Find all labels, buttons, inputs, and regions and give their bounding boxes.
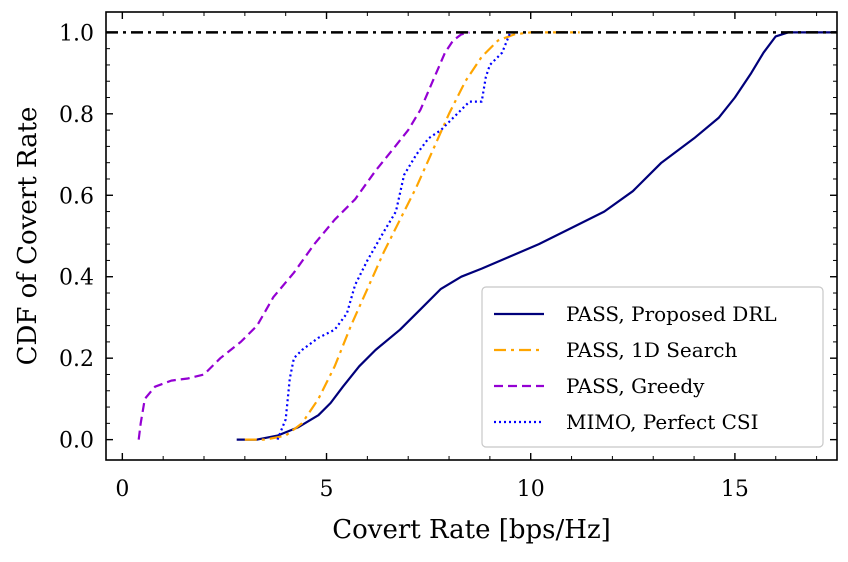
legend-label-3: MIMO, Perfect CSI [566, 410, 759, 434]
y-tick-label: 0.2 [59, 347, 94, 372]
legend-box [481, 286, 824, 448]
legend-label-2: PASS, Greedy [566, 374, 705, 398]
legend: PASS, Proposed DRL PASS, 1D Search PASS, G… [481, 286, 824, 448]
legend-entries: PASS, Proposed DRL PASS, 1D Search PASS, G… [494, 302, 777, 434]
series-line-3 [276, 31, 512, 441]
plot-frame [105, 11, 838, 461]
legend-label-1: PASS, 1D Search [566, 338, 737, 362]
y-tick-label: 0.4 [59, 266, 94, 291]
series-line-0 [236, 31, 837, 441]
y-tick-label: 0.0 [59, 429, 94, 454]
x-tick-label: 15 [721, 477, 749, 502]
y-tick-label: 0.8 [59, 103, 94, 128]
series-line-2 [137, 31, 470, 440]
legend-label-0: PASS, Proposed DRL [566, 302, 777, 326]
y-tick-label: 1.0 [59, 21, 94, 46]
ticks-layer: 0 5 10 15 0.0 0.2 0.4 0.6 0.8 1.0 [59, 12, 837, 502]
x-axis-label: Covert Rate [bps/Hz] [332, 515, 611, 545]
y-axis-label: CDF of Covert Rate [13, 107, 43, 366]
x-tick-label: 5 [320, 477, 334, 502]
series-line-1 [244, 31, 580, 441]
y-tick-label: 0.6 [59, 184, 94, 209]
series-layer [137, 31, 837, 441]
x-tick-label: 0 [115, 477, 129, 502]
x-tick-label: 10 [517, 477, 545, 502]
